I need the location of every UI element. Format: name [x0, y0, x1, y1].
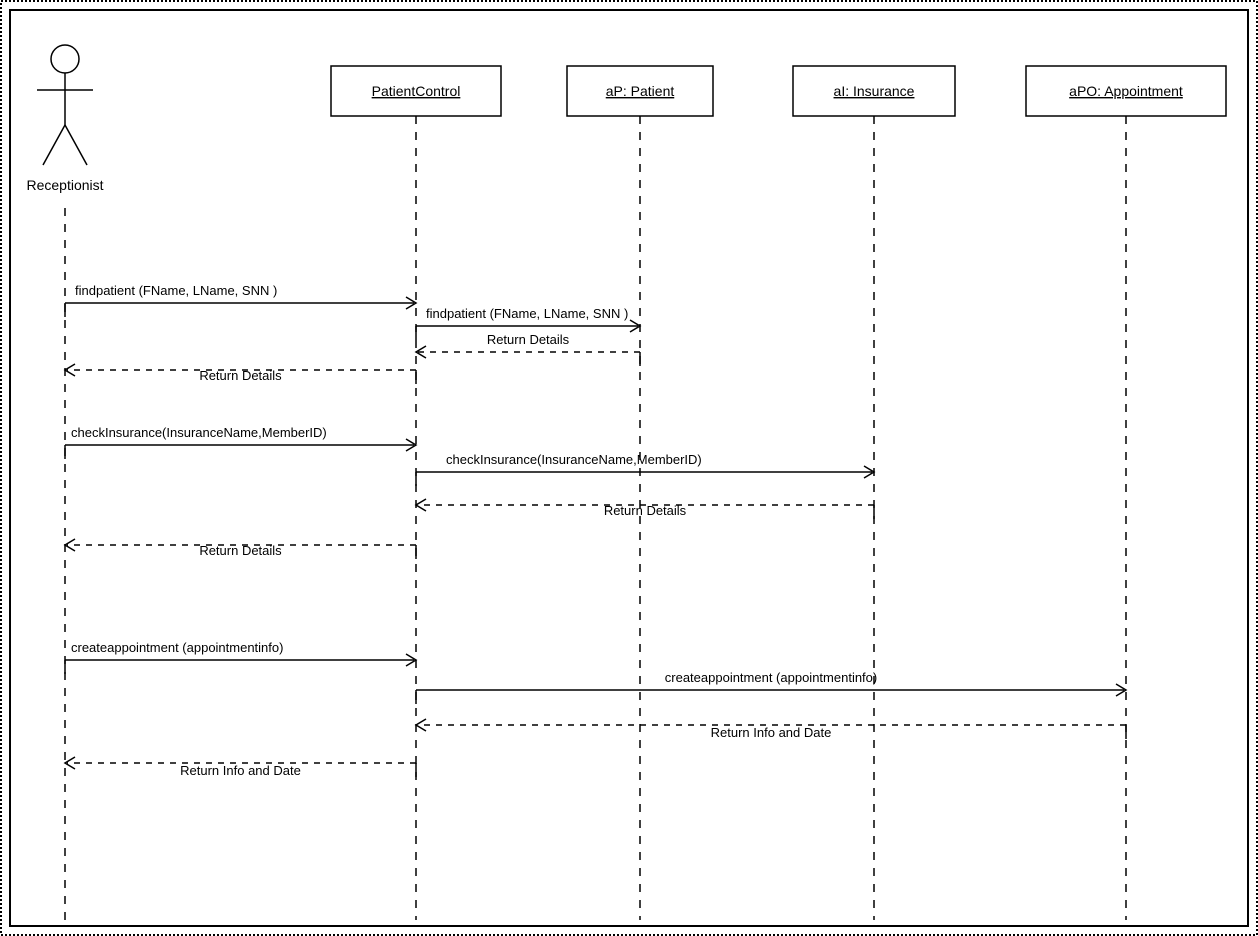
appointment-label: aPO: Appointment	[1069, 83, 1183, 99]
message-label: createappointment (appointmentinfo)	[665, 670, 877, 685]
insurance-label: aI: Insurance	[834, 83, 915, 99]
message-label: findpatient (FName, LName, SNN )	[426, 306, 628, 321]
message-label: checkInsurance(InsuranceName,MemberID)	[446, 452, 702, 467]
message-label: findpatient (FName, LName, SNN )	[75, 283, 277, 298]
message-label: Return Details	[199, 368, 282, 383]
patient-label: aP: Patient	[606, 83, 675, 99]
receptionist-label: Receptionist	[26, 177, 103, 193]
sequence-diagram: Receptionist PatientControl aP: Patient aI:…	[0, 0, 1258, 936]
message-label: Return Details	[604, 503, 687, 518]
message-label: Return Info and Date	[180, 763, 301, 778]
message-label: checkInsurance(InsuranceName,MemberID)	[71, 425, 327, 440]
message-label: Return Details	[487, 332, 570, 347]
message-label: Return Details	[199, 543, 282, 558]
message-label: Return Info and Date	[711, 725, 832, 740]
patientcontrol-label: PatientControl	[372, 83, 461, 99]
message-label: createappointment (appointmentinfo)	[71, 640, 283, 655]
